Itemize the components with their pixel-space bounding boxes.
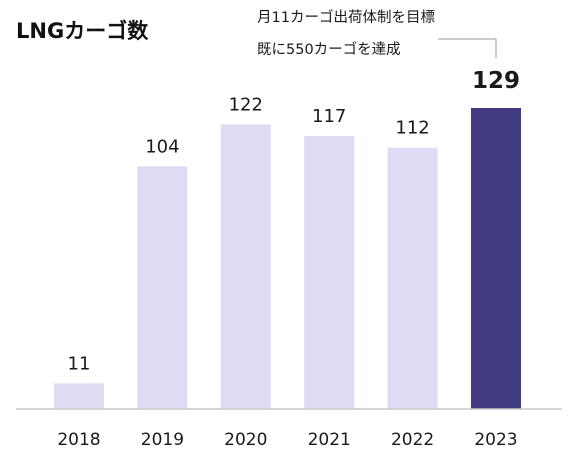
x-tick-2023: 2023 [474, 430, 517, 450]
bar-2020 [220, 124, 271, 410]
chart-title: LNGカーゴ数 [16, 19, 149, 43]
bar-2018 [54, 383, 104, 409]
annotation-line-1: 月11カーゴ出荷体制を目標 [257, 8, 435, 26]
x-tick-2019: 2019 [141, 430, 184, 450]
annotation-leader-line [438, 38, 497, 58]
bar-2022 [387, 147, 438, 409]
value-label-2022: 112 [395, 118, 429, 139]
value-label-2021: 117 [312, 106, 346, 127]
x-tick-2021: 2021 [308, 430, 351, 450]
x-tick-2020: 2020 [224, 430, 267, 450]
annotation: 月11カーゴ出荷体制を目標 既に550カーゴを達成 [257, 8, 497, 58]
value-label-2023: 129 [472, 68, 520, 94]
bar-2023 [471, 108, 521, 409]
value-labels-group: 11 104 122 117 112 129 [68, 68, 520, 374]
value-label-2020: 122 [229, 94, 263, 115]
x-tick-2022: 2022 [391, 430, 434, 450]
annotation-line-2: 既に550カーゴを達成 [257, 40, 401, 58]
bar-2019 [137, 166, 188, 409]
bars-group [54, 108, 521, 410]
value-label-2019: 104 [145, 136, 179, 157]
value-label-2018: 11 [68, 353, 91, 374]
bar-2021 [304, 136, 355, 409]
x-tick-2018: 2018 [57, 430, 100, 450]
x-axis-ticks: 2018 2019 2020 2021 2022 2023 [57, 430, 517, 450]
